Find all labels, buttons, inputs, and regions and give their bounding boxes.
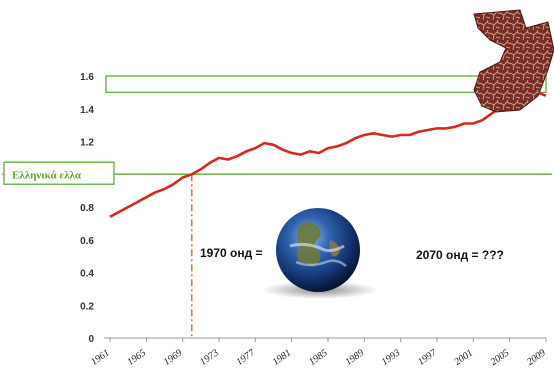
x-tick-label: 2001 — [452, 347, 475, 367]
y-tick-label: 0.6 — [80, 236, 94, 247]
x-tick-label: 1969 — [162, 347, 185, 367]
x-tick-label: 1977 — [234, 347, 258, 368]
y-tick-label: 0 — [88, 334, 94, 345]
y-axis: 00.20.40.60.811.21.41.6 — [80, 72, 94, 345]
x-tick-label: 1989 — [343, 347, 366, 367]
x-tick-label: 1997 — [416, 347, 440, 368]
x-tick-label: 1981 — [271, 347, 294, 367]
y-tick-label: 0.8 — [80, 203, 94, 214]
series-line — [109, 91, 547, 218]
x-tick-label: 1973 — [198, 347, 221, 367]
y-tick-label: 1.6 — [80, 72, 94, 83]
earth-globe-icon — [262, 208, 378, 299]
x-tick-label: 1985 — [307, 347, 330, 367]
annotation-2070: 2070 онд = ??? — [416, 248, 504, 262]
y-tick-label: 1.4 — [80, 105, 94, 116]
cracked-earth-icon — [473, 9, 554, 113]
y-tick-label: 0.2 — [80, 301, 94, 312]
x-tick-label: 1965 — [125, 347, 148, 367]
reference-label-box: Ελληνικά ελλα — [3, 161, 115, 185]
annotation-1970: 1970 онд = — [200, 246, 263, 260]
x-tick-label: 2005 — [489, 347, 512, 367]
x-tick-label: 2009 — [525, 347, 548, 367]
y-tick-label: 0.4 — [80, 269, 94, 280]
x-axis: 1961 1965 1969 1973 1977 1981 1985 1989 1993 1997… — [89, 337, 548, 368]
highlight-band — [105, 75, 547, 94]
y-tick-label: 1.2 — [80, 138, 94, 149]
x-tick-label: 1961 — [89, 347, 112, 367]
reference-label: Ελληνικά ελλα — [12, 169, 82, 181]
x-tick-label: 1993 — [380, 347, 403, 367]
